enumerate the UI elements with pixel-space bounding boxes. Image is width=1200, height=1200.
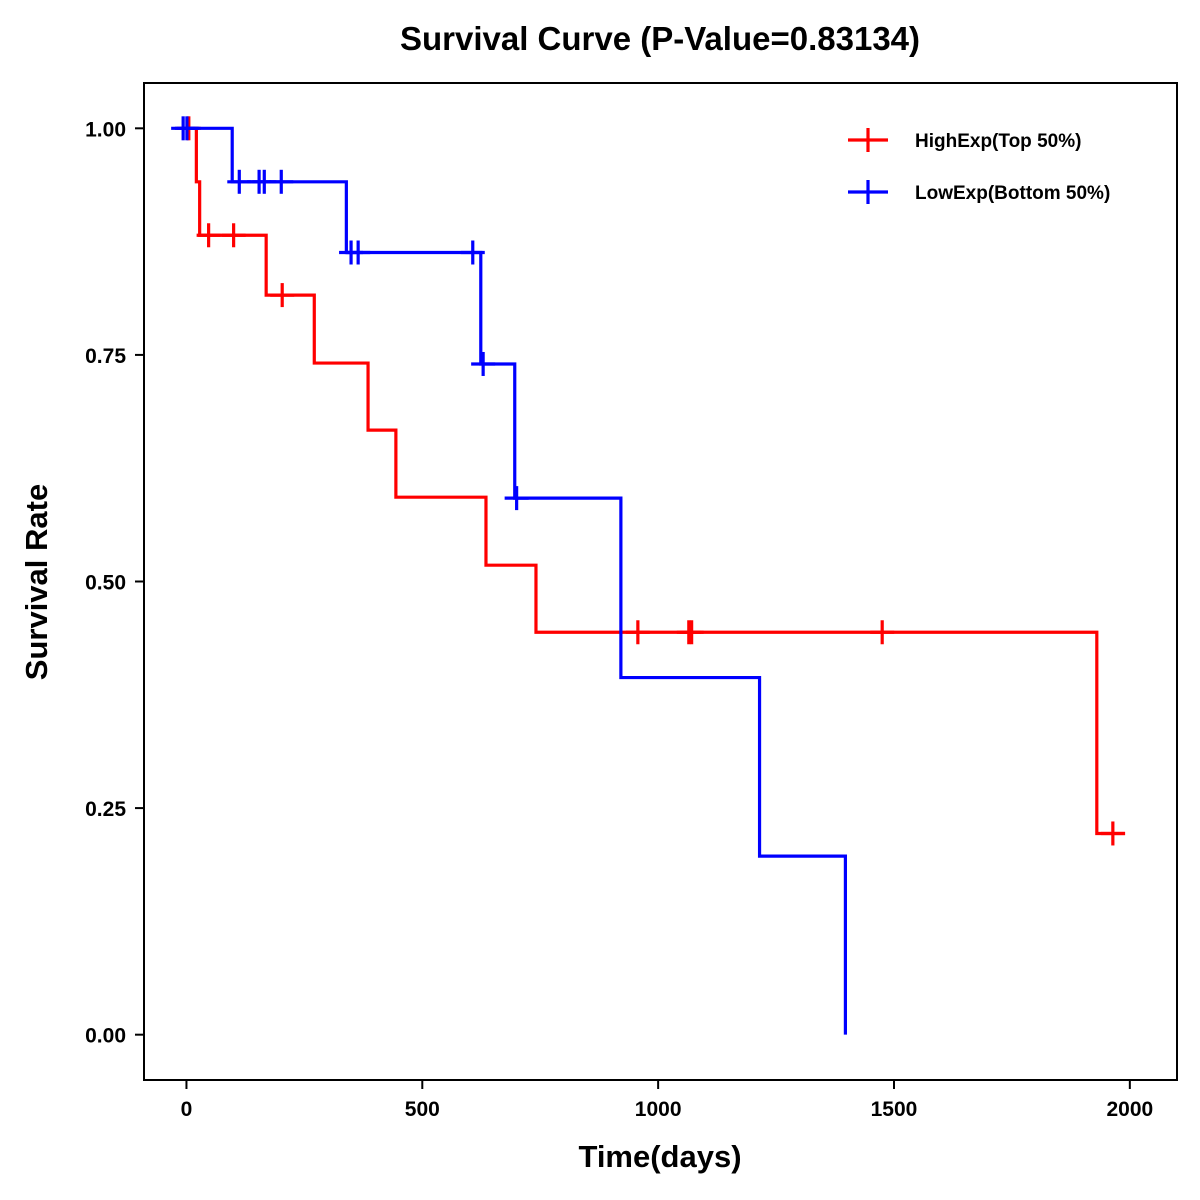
legend-label: LowExp(Bottom 50%) [915, 183, 1110, 204]
legend-item: HighExp(Top 50%) [848, 128, 1081, 152]
x-tick-label: 500 [405, 1098, 440, 1121]
censor-mark [679, 620, 704, 645]
y-tick-label: 0.50 [85, 572, 126, 595]
censor-mark [270, 283, 295, 308]
censor-mark [1100, 821, 1125, 846]
legend-item: LowExp(Bottom 50%) [848, 180, 1110, 204]
y-tick-label: 0.25 [85, 798, 126, 821]
censor-mark [196, 223, 221, 248]
censor-mark [269, 169, 294, 194]
censor-mark [346, 240, 371, 265]
survival-step-line [186, 126, 1126, 836]
censor-mark [504, 486, 529, 511]
x-axis: 0 500 1000 1500 2000 [181, 1080, 1153, 1121]
series-low-exp [171, 116, 848, 1035]
x-tick-label: 1000 [635, 1098, 682, 1121]
y-axis: 0.00 0.25 0.50 0.75 1.00 [85, 118, 144, 1048]
plot-frame [143, 82, 1178, 1081]
survival-step-line [186, 126, 848, 1035]
y-tick-label: 1.00 [85, 118, 126, 141]
y-axis-title: Survival Rate [19, 484, 54, 680]
series-high-exp [176, 116, 1126, 846]
legend-key-icon [848, 128, 888, 152]
censor-mark [471, 351, 496, 376]
censor-mark [460, 240, 485, 265]
legend-key-icon [848, 180, 888, 204]
x-tick-label: 2000 [1106, 1098, 1153, 1121]
censor-mark [870, 620, 895, 645]
censor-mark [221, 223, 246, 248]
chart-title: Survival Curve (P-Value=0.83134) [400, 20, 920, 57]
x-tick-label: 1500 [871, 1098, 918, 1121]
x-axis-title: Time(days) [578, 1139, 741, 1174]
legend: HighExp(Top 50%) LowExp(Bottom 50%) [848, 128, 1110, 204]
series-layer [171, 116, 1126, 1035]
y-tick-label: 0.75 [85, 345, 126, 368]
x-tick-label: 0 [181, 1098, 193, 1121]
y-tick-label: 0.00 [85, 1025, 126, 1048]
censor-mark [625, 620, 650, 645]
legend-label: HighExp(Top 50%) [915, 131, 1081, 152]
censor-mark [174, 116, 199, 141]
